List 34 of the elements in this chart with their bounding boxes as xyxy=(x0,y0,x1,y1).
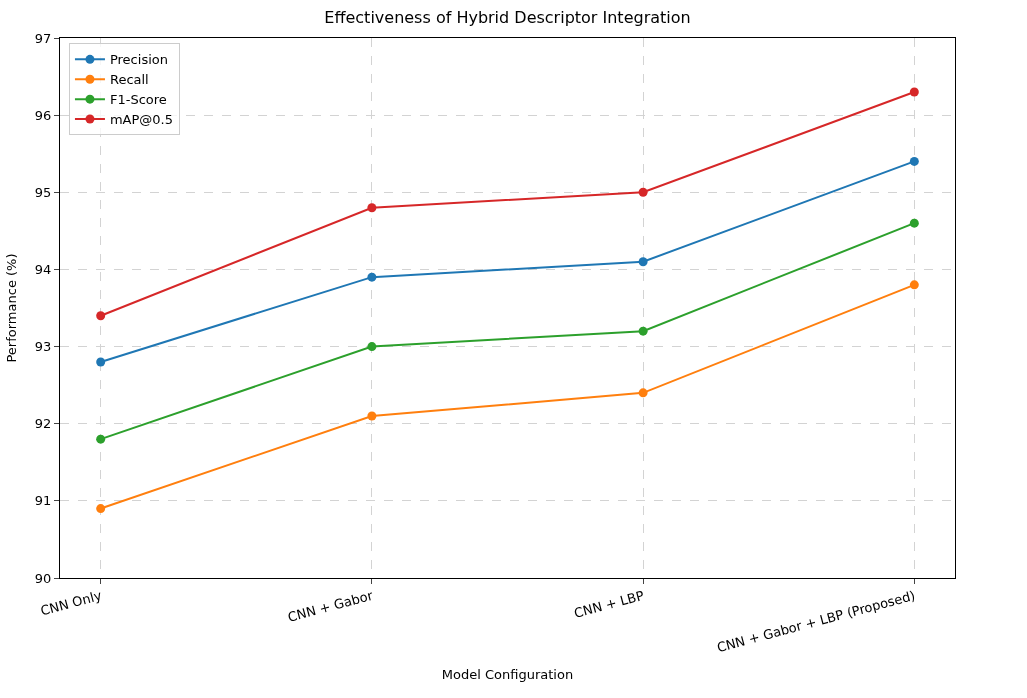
point xyxy=(638,257,648,267)
y-axis-title: Performance (%) xyxy=(3,253,19,363)
point xyxy=(638,326,648,336)
legend-label: F1-Score xyxy=(109,92,167,108)
x-tick-label: CNN + LBP xyxy=(572,587,646,621)
x-tick-label: CNN + Gabor xyxy=(286,587,375,625)
chart-title: Effectiveness of Hybrid Descriptor Integration xyxy=(324,8,691,28)
y-tick-label: 93 xyxy=(34,339,52,355)
y-tick-label: 94 xyxy=(34,261,52,277)
point xyxy=(367,272,377,282)
y-tick-label: 96 xyxy=(34,107,52,123)
y-tick-label: 92 xyxy=(34,416,52,432)
x-axis-title: Model Configuration xyxy=(441,666,574,682)
y-tick-label: 95 xyxy=(34,184,52,200)
legend-label: Precision xyxy=(109,52,168,68)
x-tick-label: CNN Only xyxy=(38,587,104,619)
point xyxy=(909,87,919,97)
point xyxy=(367,342,377,352)
point xyxy=(96,504,106,514)
point xyxy=(96,311,106,321)
y-tick-label: 97 xyxy=(34,30,52,46)
point xyxy=(909,280,919,290)
y-tick-label: 91 xyxy=(34,493,52,509)
point xyxy=(638,187,648,197)
point xyxy=(367,203,377,213)
point xyxy=(909,218,919,228)
point xyxy=(96,357,106,367)
legend-label: mAP@0.5 xyxy=(109,112,174,128)
point xyxy=(367,411,377,421)
y-tick-label: 90 xyxy=(34,570,52,586)
point xyxy=(638,388,648,398)
legend-label: Recall xyxy=(109,72,149,88)
point xyxy=(96,434,106,444)
point xyxy=(909,156,919,166)
